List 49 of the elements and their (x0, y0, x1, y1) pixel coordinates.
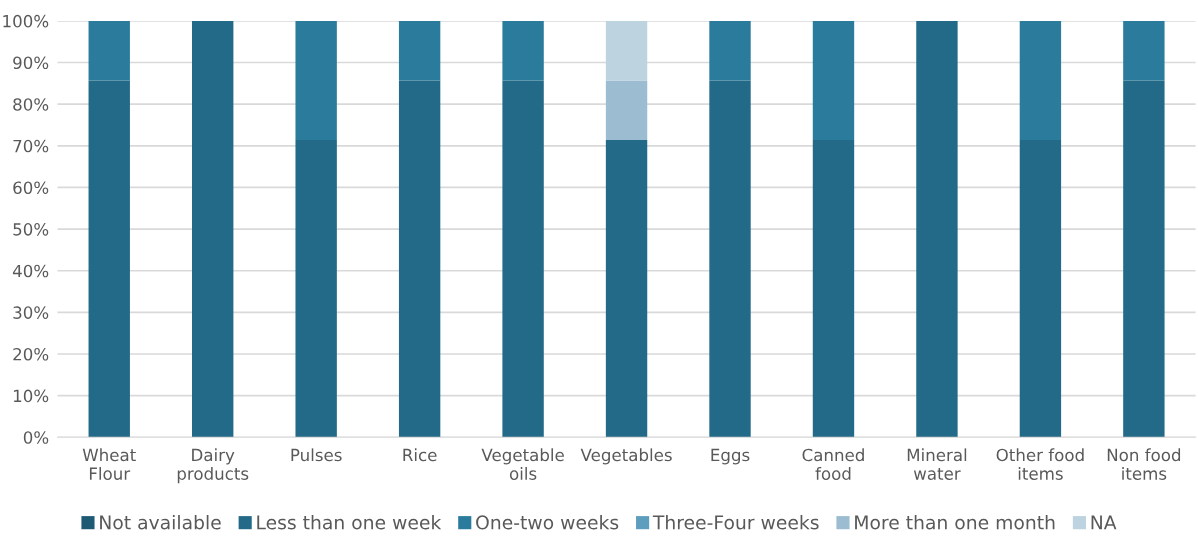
legend-label: One-two weeks (476, 514, 619, 530)
bar (192, 20, 234, 438)
y-tick-label: 70% (13, 139, 49, 153)
y-tick-label: 20% (13, 347, 49, 361)
bar (398, 20, 441, 81)
legend-label: Three-Four weeks (652, 514, 819, 530)
x-tick-label: Eggs (711, 448, 750, 465)
bar (1123, 20, 1165, 81)
bar (295, 20, 337, 140)
bar (812, 20, 855, 140)
y-tick-label: 90% (13, 56, 49, 70)
legend-label: Less than one week (257, 514, 442, 530)
bar (398, 80, 441, 438)
x-tick-label: Non food items (1107, 448, 1181, 480)
bar (1019, 139, 1062, 438)
bar (709, 80, 751, 438)
y-tick-label: 80% (13, 98, 49, 111)
y-tick-label: 30% (13, 306, 49, 319)
x-tick-label: Canned food (802, 448, 864, 480)
y-tick-label: 60% (13, 181, 49, 195)
x-tick-label: Mineral water (907, 448, 967, 480)
bar (502, 20, 544, 81)
x-tick-label: Vegetable oils (481, 448, 564, 480)
y-tick-label: 0% (23, 431, 49, 444)
bar (88, 80, 130, 438)
bar (502, 80, 544, 438)
x-tick-label: Wheat Flour (82, 448, 136, 480)
y-tick-label: 100% (3, 14, 49, 28)
bar (605, 80, 648, 140)
legend-label: NA (1091, 515, 1117, 530)
legend-label: More than one month (855, 514, 1055, 530)
x-tick-label: Rice (403, 448, 437, 462)
bar (1123, 80, 1165, 438)
x-tick-label: Vegetables (580, 448, 672, 465)
y-tick-label: 50% (13, 223, 49, 236)
y-tick-label: 10% (13, 389, 49, 403)
x-tick-label: Other food items (996, 448, 1084, 480)
bar (709, 20, 751, 81)
x-tick-label: Pulses (291, 448, 342, 462)
bar (1019, 20, 1062, 140)
legend-label: Not available (100, 514, 221, 530)
bar (295, 139, 337, 438)
x-tick-label: Dairy products (177, 448, 249, 484)
bar (916, 20, 958, 438)
y-tick-label: 40% (12, 264, 49, 278)
bar (605, 139, 648, 438)
bar (605, 20, 648, 81)
bar (812, 139, 855, 438)
bar (88, 20, 130, 81)
